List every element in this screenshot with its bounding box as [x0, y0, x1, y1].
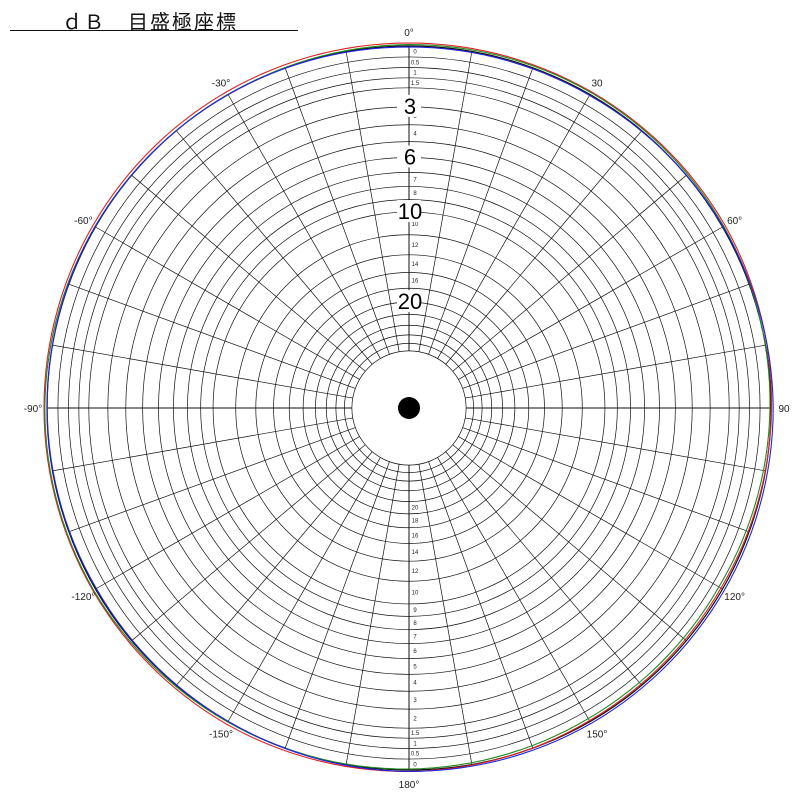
angle-label: 0°	[404, 28, 414, 39]
series-curve-3	[46, 46, 774, 772]
grid-spoke	[131, 444, 366, 641]
large-radial-label: 3	[404, 94, 416, 119]
grid-spoke	[131, 175, 366, 372]
grid-spoke	[52, 417, 353, 472]
angle-label: 90	[778, 404, 790, 415]
grid-spoke	[465, 344, 766, 399]
grid-spoke	[68, 283, 356, 389]
large-label-bg	[397, 94, 421, 117]
grid-spoke	[176, 130, 373, 365]
radial-tick-label: 1.5	[411, 81, 420, 87]
large-label-bg	[397, 290, 421, 313]
large-radial-label: 20	[398, 289, 422, 314]
radial-tick-label: 7	[413, 634, 417, 640]
radial-tick-label: 2	[413, 717, 417, 723]
grid-spoke	[418, 464, 473, 765]
radial-tick-label: 3	[413, 698, 417, 704]
grid-spoke	[227, 457, 381, 722]
grid-spoke	[227, 94, 381, 359]
radial-tick-label: 12	[412, 569, 419, 575]
grid-spoke	[418, 51, 473, 352]
grid-spoke	[428, 461, 534, 749]
grid-spoke	[428, 67, 534, 355]
grid-spoke	[437, 457, 591, 722]
radial-tick-label: 18	[412, 519, 419, 525]
grid-spoke	[445, 130, 642, 365]
title-underline	[10, 30, 298, 31]
radial-tick-label: 14	[412, 262, 419, 268]
radial-tick-label: 0	[413, 762, 417, 768]
angle-label: 60°	[727, 216, 742, 227]
angle-label: 180°	[399, 780, 420, 791]
angle-label: 30	[591, 78, 603, 89]
angle-label: -120°	[71, 592, 95, 603]
radial-tick-label: 6	[413, 649, 417, 655]
grid-spoke	[345, 464, 400, 765]
center-hub	[398, 397, 420, 419]
radial-tick-label: 0	[413, 50, 417, 56]
angle-label: -90°	[24, 404, 42, 415]
grid-spoke	[95, 226, 360, 380]
radial-tick-label: 12	[412, 243, 419, 249]
grid-spoke	[284, 461, 390, 749]
grid-spoke	[452, 444, 687, 641]
radial-tick-label: 10	[412, 590, 419, 596]
series-layer	[43, 42, 774, 772]
grid-spoke	[445, 451, 642, 686]
radial-tick-label: 16	[412, 279, 419, 285]
radial-tick-label: 4	[413, 681, 417, 687]
radial-tick-label: 9	[413, 608, 417, 614]
radial-tick-label: 20	[412, 506, 419, 512]
angle-label: -150°	[209, 730, 233, 741]
grid-spoke	[68, 427, 356, 533]
grid-spoke	[95, 436, 360, 590]
grid-spoke	[452, 175, 687, 372]
angle-label: 120°	[724, 592, 745, 603]
grid-spoke	[345, 51, 400, 352]
grid-spoke	[437, 94, 591, 359]
angle-labels: 0°3060°90120°150°180°-150°-120°-90°-60°-…	[24, 28, 790, 791]
radial-tick-label: 7	[413, 178, 417, 184]
radial-tick-label: 1	[413, 741, 417, 747]
large-label-bg	[397, 200, 421, 223]
grid-spoke	[284, 67, 390, 355]
large-radial-label: 6	[404, 144, 416, 169]
radial-tick-label: 8	[413, 621, 417, 627]
radial-tick-label: 4	[413, 131, 417, 137]
grid-spoke	[458, 226, 723, 380]
radial-tick-label: 5	[413, 664, 417, 670]
radial-tick-label: 16	[412, 533, 419, 539]
radial-tick-label: 1	[413, 71, 417, 77]
grid-spoke	[176, 451, 373, 686]
radial-tick-label: 3	[413, 114, 417, 120]
large-label-bg	[397, 145, 421, 168]
grid-spoke	[462, 283, 750, 389]
angular-grid-spokes	[47, 46, 771, 770]
large-radial-label: 10	[398, 199, 422, 224]
angle-label: -60°	[74, 216, 92, 227]
angle-label: 150°	[587, 730, 608, 741]
radial-tick-label: 10	[412, 222, 419, 228]
radial-tick-label: 0.5	[411, 60, 420, 66]
grid-spoke	[458, 436, 723, 590]
radial-tick-label: 1.5	[411, 731, 420, 737]
radial-tick-label: 14	[412, 550, 419, 556]
grid-spoke	[462, 427, 750, 533]
radial-tick-label: 8	[413, 191, 417, 197]
radial-tick-label: 0.5	[411, 752, 420, 758]
large-radial-labels: 3 6 10 20	[397, 94, 422, 314]
angle-label: -30°	[212, 78, 230, 89]
grid-spoke	[52, 344, 353, 399]
grid-spoke	[465, 417, 766, 472]
